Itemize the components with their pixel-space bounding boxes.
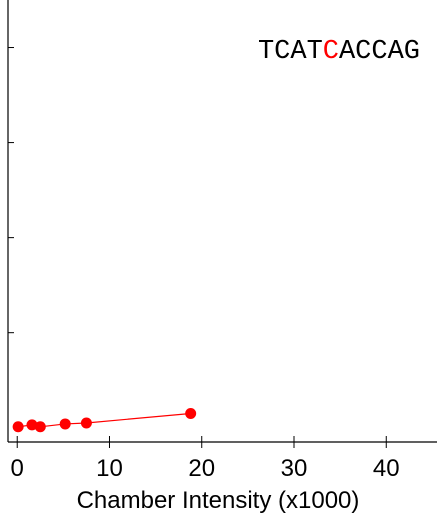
x-axis-label: Chamber Intensity (x1000): [77, 487, 360, 514]
axes: [7, 0, 437, 443]
data-point: [59, 418, 71, 430]
data-point: [185, 407, 197, 419]
data-point: [34, 421, 46, 433]
sequence-highlight-base: C: [323, 37, 339, 67]
x-tick-label: 10: [96, 455, 123, 482]
data-point: [12, 421, 24, 433]
x-tick-label: 40: [373, 455, 400, 482]
sequence-segment: TCAT: [258, 37, 323, 67]
sequence-segment: ACCAG: [339, 37, 420, 67]
x-tick-label: 0: [11, 455, 24, 482]
data-point: [80, 417, 92, 429]
data-point: [26, 419, 38, 431]
x-ticks: 0 10 20 30 40: [11, 436, 400, 482]
x-tick-label: 20: [188, 455, 215, 482]
y-ticks: [8, 47, 14, 334]
series-layer: [12, 407, 197, 433]
x-tick-label: 30: [281, 455, 308, 482]
sequence-annotation: TCATCACCAG: [258, 37, 420, 67]
